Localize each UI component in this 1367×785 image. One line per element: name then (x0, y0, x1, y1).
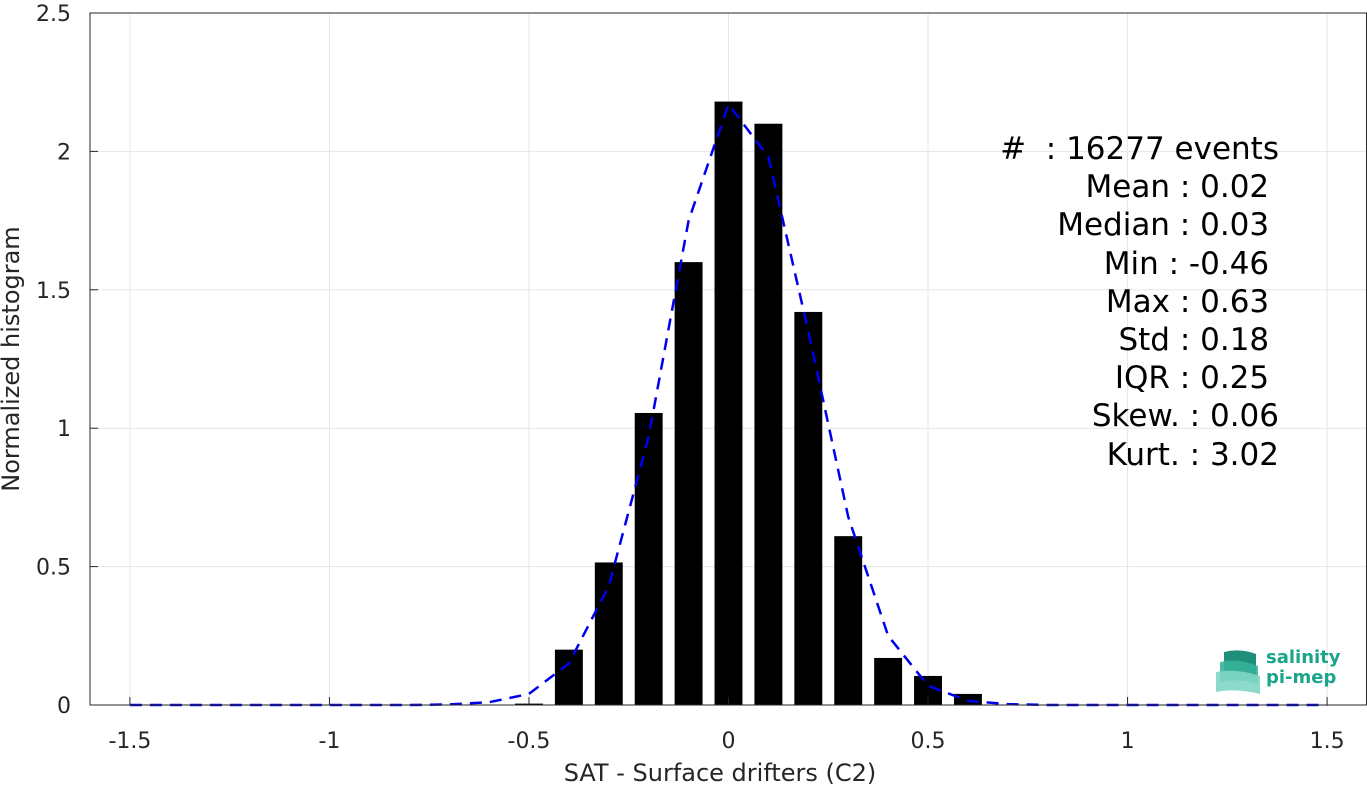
stat-line: Skew. : 0.06 (1091, 398, 1279, 435)
histogram-bar (953, 693, 982, 705)
y-tick-label: 1 (57, 417, 71, 442)
histogram-bar (634, 412, 663, 705)
y-axis-label: Normalized histogram (0, 226, 25, 491)
statistics-box: # : 16277 events Mean : 0.02 Median : 0.0… (679, 130, 1279, 474)
x-tick-label: 1.5 (1310, 729, 1345, 754)
histogram-bars (515, 101, 982, 706)
y-tick-label: 2 (57, 140, 71, 165)
stat-line: # : 16277 events (1000, 131, 1279, 167)
stat-line: IQR : 0.25 (1114, 360, 1279, 397)
histogram-bar (714, 101, 743, 706)
logo-line1: salinity (1266, 647, 1341, 668)
y-tick-label: 2.5 (36, 2, 71, 27)
salinity-pimep-logo: salinity pi-mep (1216, 646, 1346, 696)
x-axis-ticks: -1.5 -1 -0.5 0 0.5 1 1.5 (108, 697, 1345, 754)
y-axis-ticks: 0 0.5 1 1.5 2 2.5 (36, 2, 98, 719)
x-tick-label: -0.5 (508, 729, 551, 754)
x-tick-label: -1.5 (108, 729, 151, 754)
stat-line: Max : 0.63 (1105, 283, 1279, 320)
y-tick-label: 1.5 (36, 279, 71, 304)
logo-waves-icon (1216, 650, 1260, 694)
stat-line: Std : 0.18 (1118, 322, 1279, 359)
histogram-bar (674, 262, 703, 705)
x-axis-label: SAT - Surface drifters (C2) (564, 759, 877, 785)
stat-line: Min : -0.46 (1103, 245, 1279, 282)
logo-line2: pi-mep (1266, 667, 1337, 688)
histogram-bar (554, 649, 583, 705)
x-tick-label: 0 (722, 729, 736, 754)
histogram-bar (594, 562, 623, 705)
stat-line: Kurt. : 3.02 (1106, 436, 1279, 473)
x-tick-label: 0.5 (911, 729, 946, 754)
x-tick-label: 1 (1121, 729, 1135, 754)
histogram-bar (754, 123, 783, 706)
x-tick-label: -1 (318, 729, 340, 754)
histogram-bar (874, 657, 903, 705)
y-tick-label: 0.5 (36, 556, 71, 581)
y-tick-label: 0 (57, 694, 71, 719)
histogram-bar (834, 536, 863, 705)
stat-line: Median : 0.03 (1057, 207, 1279, 244)
stat-line: Mean : 0.02 (1085, 169, 1279, 206)
